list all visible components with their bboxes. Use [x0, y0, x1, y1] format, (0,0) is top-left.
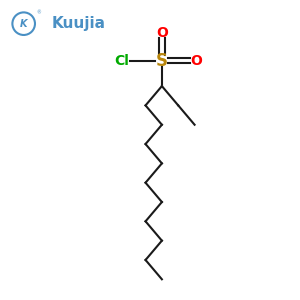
Text: Cl: Cl: [114, 54, 129, 68]
Text: S: S: [156, 52, 168, 70]
Text: Kuujia: Kuujia: [52, 16, 106, 31]
Text: K: K: [20, 19, 27, 29]
Text: ®: ®: [37, 10, 41, 15]
Text: O: O: [190, 54, 202, 68]
Text: O: O: [156, 26, 168, 40]
